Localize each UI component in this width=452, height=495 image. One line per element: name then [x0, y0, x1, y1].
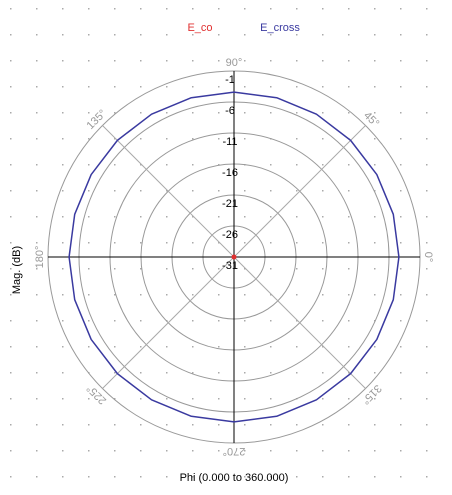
- x-axis-label: Phi (0.000 to 360.000): [180, 472, 289, 484]
- angle-tick-label: 270°: [223, 445, 246, 457]
- angle-tick-label: 90°: [226, 57, 243, 69]
- y-axis-label: Mag. (dB): [11, 246, 23, 294]
- r-tick-label: -26: [222, 229, 238, 241]
- series-line: [68, 91, 400, 423]
- angle-tick-label: 180°: [34, 246, 46, 269]
- spoke: [233, 125, 366, 258]
- r-tick-label: -1: [225, 74, 235, 86]
- r-tick-label: -11: [222, 136, 237, 148]
- r-tick-label: -6: [225, 105, 235, 117]
- spoke: [102, 125, 235, 258]
- legend-entry: E_co: [187, 22, 212, 34]
- r-tick-label: -31: [222, 260, 238, 272]
- angle-tick-label: 0°: [422, 252, 434, 263]
- r-tick-label: -21: [222, 198, 238, 210]
- spoke: [102, 256, 235, 389]
- spoke: [233, 256, 366, 389]
- r-tick-label: -16: [222, 167, 238, 179]
- legend-entry: E_cross: [260, 22, 300, 34]
